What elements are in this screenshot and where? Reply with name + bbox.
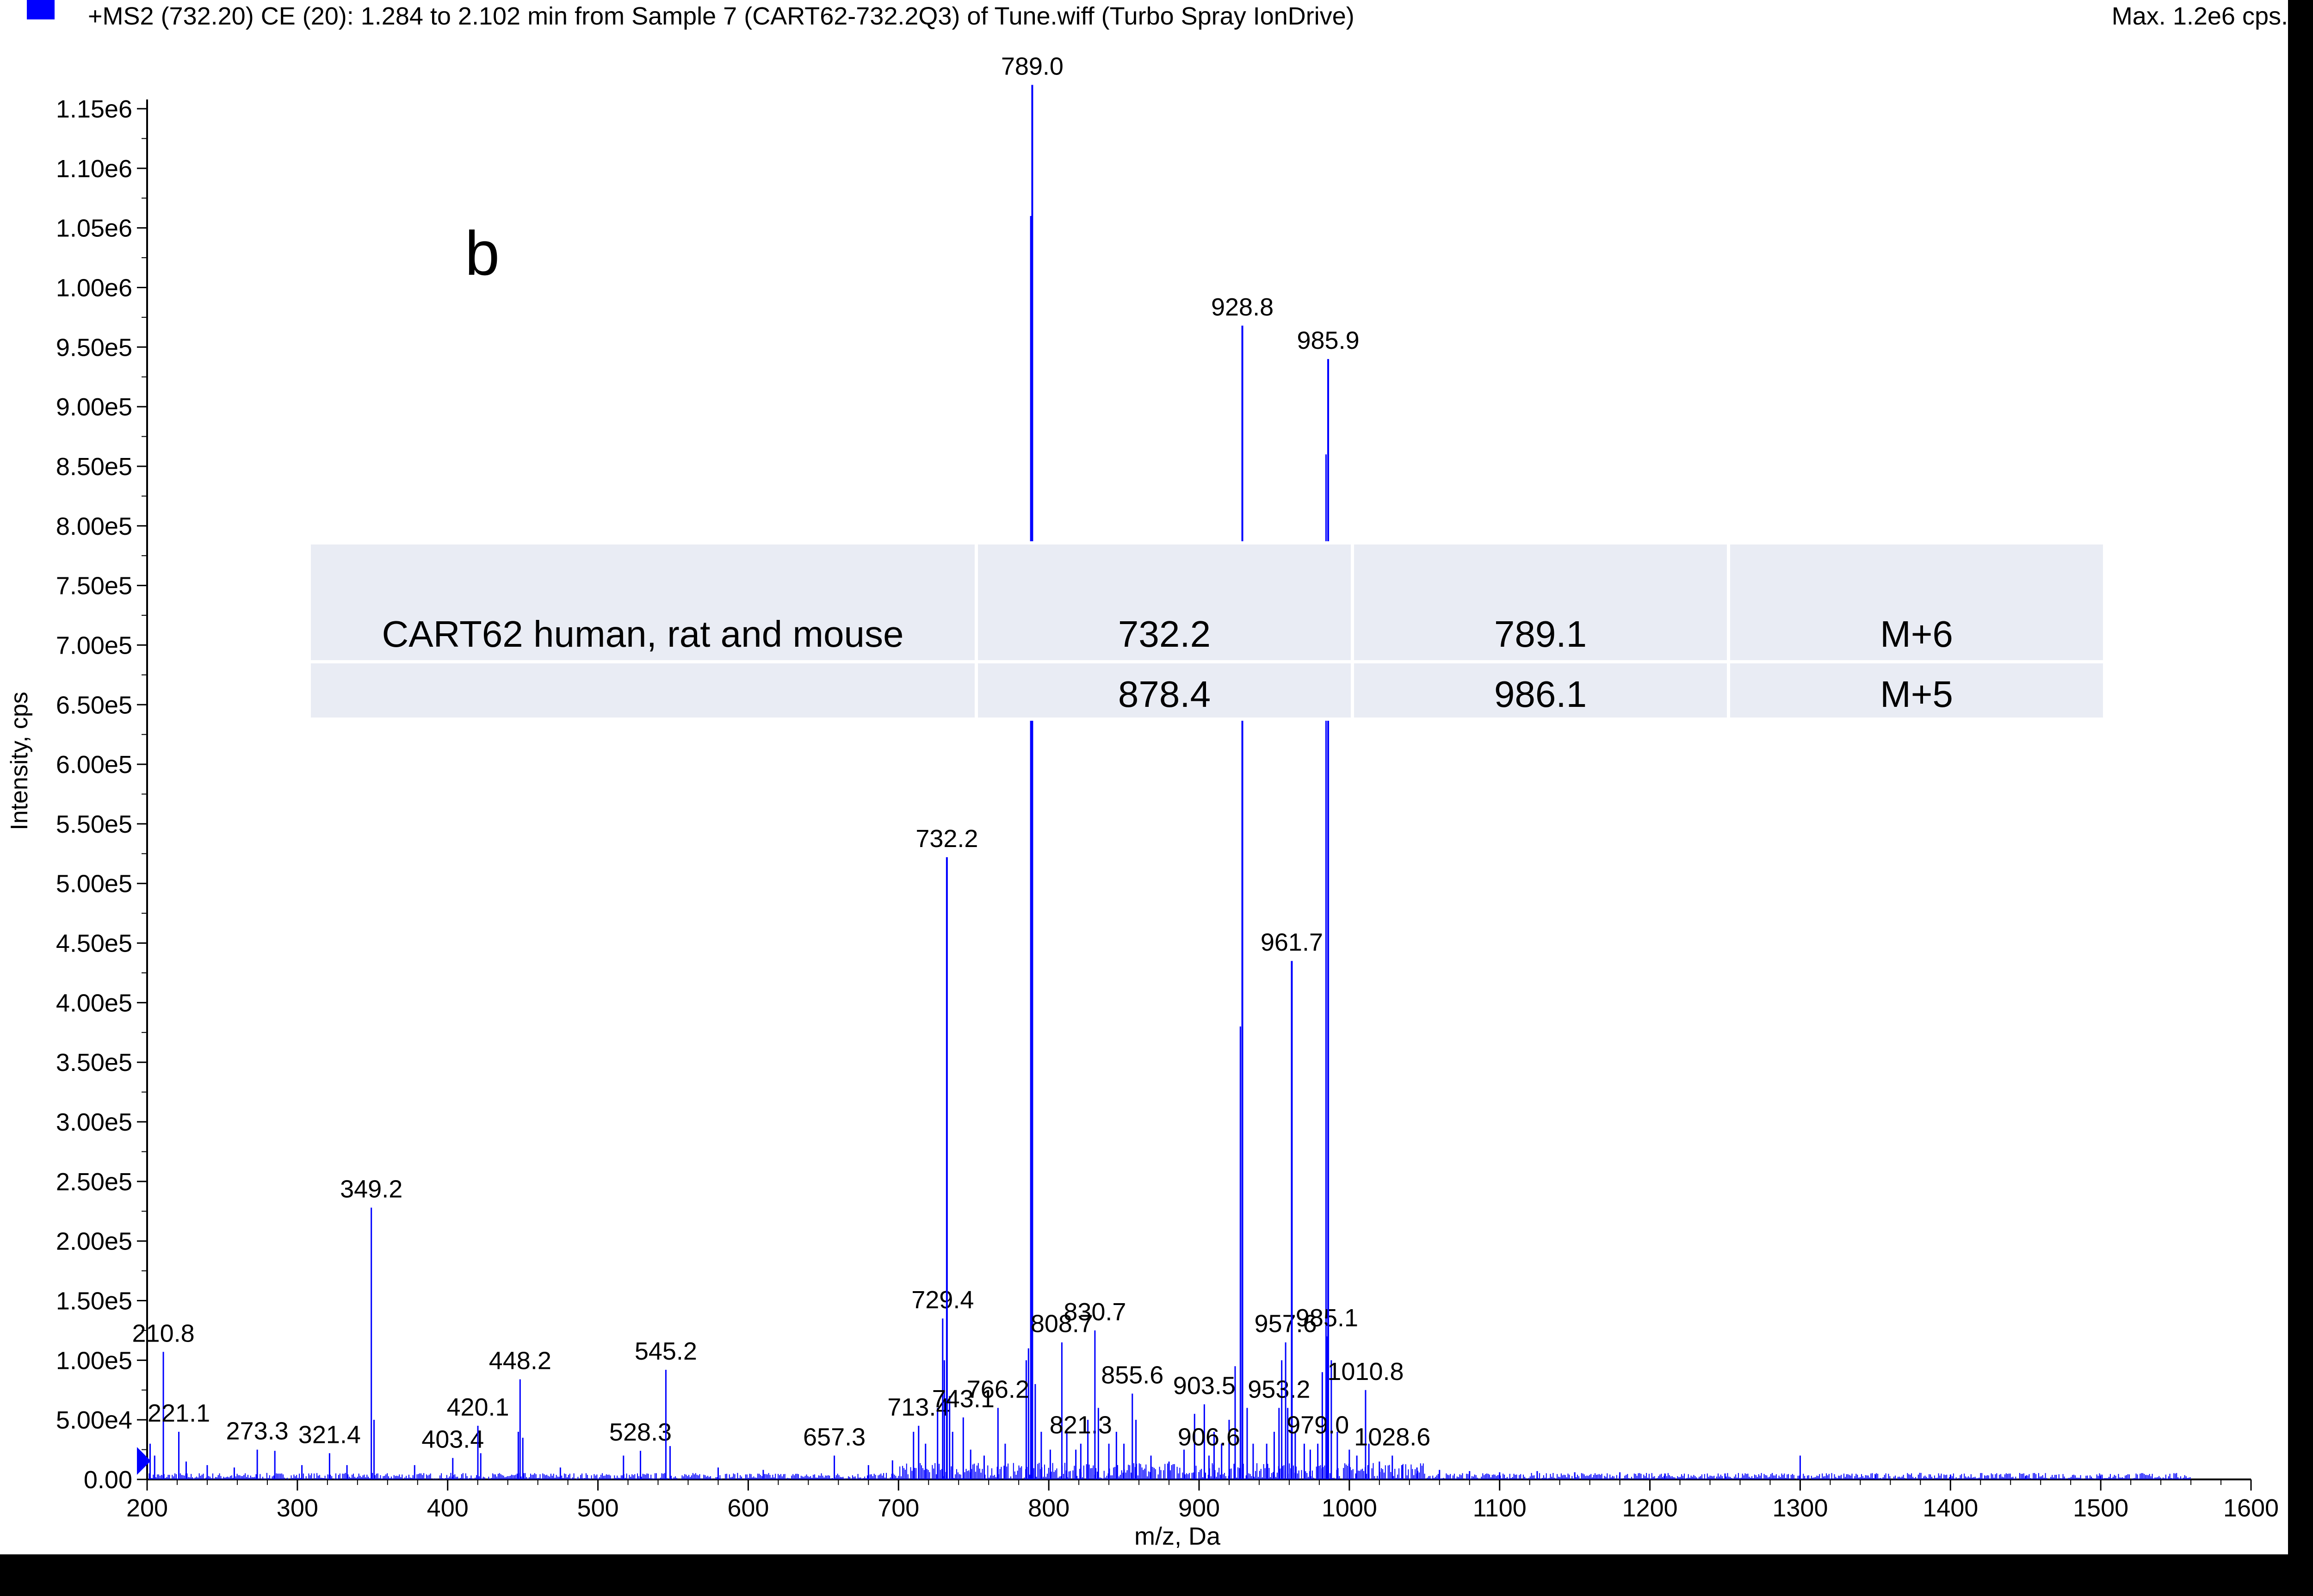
y-tick-label: 1.10e6 [56,155,132,183]
peak-label: 1028.6 [1354,1423,1430,1451]
peak-label: 273.3 [226,1417,289,1445]
y-tick-label: 7.00e5 [56,631,132,659]
table-cell-peptide: CART62 human, rat and mouse [308,541,978,663]
y-axis-label: Intensity, cps [6,692,33,830]
x-tick-label: 400 [427,1494,469,1522]
x-tick-label: 600 [727,1494,769,1522]
x-tick-label: 1000 [1322,1494,1377,1522]
y-tick-label: 5.00e5 [56,870,132,898]
peak-label: 830.7 [1064,1298,1126,1326]
max-intensity-label: Max. 1.2e6 cps. [2111,2,2288,30]
peak-label: 713.4 [887,1393,950,1421]
peak-label: 729.4 [911,1286,974,1314]
peak-label: 321.4 [298,1421,361,1448]
table-cell-charge: M+5 [1727,660,2106,721]
peak-label: 979.0 [1286,1411,1349,1439]
series-color-swatch [27,0,55,19]
panel-letter: b [465,218,500,288]
table-cell-charge: M+6 [1727,541,2106,663]
peak-label: 732.2 [915,825,978,853]
precursor-marker-icon [137,1447,151,1475]
peak-label: 906.6 [1178,1423,1240,1451]
y-tick-label: 1.05e6 [56,215,132,242]
peak-label: 821.3 [1050,1411,1112,1439]
table-cell-peptide [308,660,978,721]
table-row: CART62 human, rat and mouse 732.2 789.1 … [308,541,2106,663]
table-cell-fragment: 986.1 [1351,660,1730,721]
y-tick-label: 5.50e5 [56,810,132,838]
x-axis-label: m/z, Da [1134,1522,1221,1550]
y-tick-label: 6.00e5 [56,751,132,779]
spectrum-figure: +MS2 (732.20) CE (20): 1.284 to 2.102 mi… [0,0,2288,1554]
x-tick-label: 1100 [1473,1494,1527,1522]
table-cell-precursor: 732.2 [975,541,1354,663]
peak-label: 789.0 [1001,52,1064,80]
peak-label: 961.7 [1261,928,1323,956]
peak-label: 1010.8 [1327,1358,1404,1386]
y-tick-label: 3.00e5 [56,1108,132,1136]
mass-spectrum-chart: 0.00 5.00e4 1.00e5 1.50e5 2.00e5 2.50e5 3.00e5… [56,52,2279,1522]
x-tick-label: 800 [1028,1494,1070,1522]
y-tick-label: 8.00e5 [56,513,132,540]
x-tick-label: 900 [1178,1494,1220,1522]
peak-label: 903.5 [1173,1372,1236,1400]
peak-label: 448.2 [489,1347,551,1375]
x-tick-label: 1200 [1622,1494,1678,1522]
y-tick-label: 2.00e5 [56,1228,132,1256]
peak-label: 985.1 [1296,1304,1358,1332]
table-row: 878.4 986.1 M+5 [308,660,2106,721]
y-tick-label: 2.50e5 [56,1168,132,1196]
y-tick-label: 1.00e5 [56,1347,132,1374]
y-tick-label: 6.50e5 [56,691,132,719]
peak-label: 928.8 [1211,293,1274,321]
y-tick-label: 3.50e5 [56,1049,132,1076]
peak-label: 953.2 [1248,1375,1310,1403]
transition-table: CART62 human, rat and mouse 732.2 789.1 … [308,541,2106,721]
x-tick-label: 300 [277,1494,318,1522]
peak-label: 766.2 [967,1375,1029,1403]
peak-label: 403.4 [421,1426,484,1454]
table-cell-fragment: 789.1 [1351,541,1730,663]
spectrum-header-title: +MS2 (732.20) CE (20): 1.284 to 2.102 mi… [88,2,1354,30]
peak-label: 808.7 [1031,1310,1093,1338]
peak-label: 545.2 [635,1337,697,1365]
peak-label: 985.9 [1297,327,1359,354]
y-tick-label: 4.50e5 [56,930,132,958]
y-tick-label: 1.15e6 [56,95,132,123]
x-tick-label: 1600 [2223,1494,2279,1522]
x-tick-label: 200 [126,1494,168,1522]
peak-label: 855.6 [1101,1361,1163,1389]
y-tick-label: 4.00e5 [56,989,132,1017]
peak-label: 221.1 [148,1399,210,1427]
table-cell-precursor: 878.4 [975,660,1354,721]
y-tick-label: 5.00e4 [56,1406,132,1434]
y-tick-label: 7.50e5 [56,572,132,600]
peak-label: 528.3 [609,1418,672,1446]
x-tick-label: 1300 [1772,1494,1828,1522]
x-tick-label: 500 [577,1494,619,1522]
peak-label: 210.8 [132,1319,195,1347]
peak-label: 349.2 [340,1175,402,1203]
y-tick-label: 8.50e5 [56,453,132,481]
y-tick-label: 0.00 [84,1466,132,1494]
y-tick-label: 9.50e5 [56,334,132,361]
x-tick-label: 1400 [1923,1494,1978,1522]
peak-label: 420.1 [446,1393,509,1421]
x-tick-label: 700 [878,1494,919,1522]
peak-label: 657.3 [803,1423,866,1451]
x-tick-label: 1500 [2073,1494,2128,1522]
peak-label: 957.6 [1255,1310,1317,1338]
y-tick-label: 1.00e6 [56,274,132,302]
peak-label: 743.1 [932,1385,995,1413]
y-tick-label: 9.00e5 [56,393,132,421]
y-tick-label: 1.50e5 [56,1287,132,1315]
